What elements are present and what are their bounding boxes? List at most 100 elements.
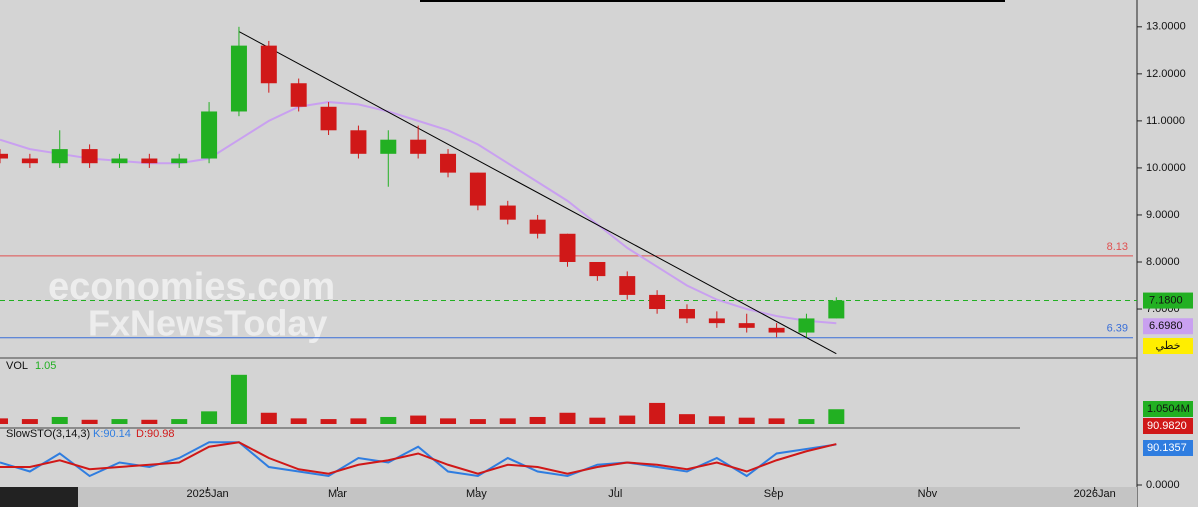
legend-entry: D:90.98 <box>136 428 175 440</box>
candle-body <box>589 261 606 277</box>
trendline <box>238 31 837 355</box>
volume-bar <box>589 417 606 424</box>
last-price-label: 7.1800 <box>1149 294 1183 306</box>
volume-bar <box>141 419 158 424</box>
candle-body <box>738 323 755 328</box>
volume-bar <box>619 415 636 424</box>
volume-bar <box>0 418 8 424</box>
volume-bar <box>678 414 695 424</box>
candle-body <box>141 158 158 164</box>
stochastic-value: 90.1357 <box>1147 442 1187 454</box>
stochastic-value: 90.9820 <box>1147 420 1187 432</box>
candle-body <box>230 45 247 112</box>
candle-body <box>708 318 725 324</box>
x-tick-label: 2026Jan <box>1074 488 1116 500</box>
volume-bar <box>738 417 755 424</box>
volume-bar <box>828 409 845 424</box>
x-tick-label: 2025Jan <box>186 488 228 500</box>
candle-body <box>111 158 128 164</box>
x-tick-label: Nov <box>918 488 938 500</box>
x-tick-label: Jul <box>608 488 622 500</box>
candle-body <box>51 149 68 164</box>
volume-bar <box>559 412 576 424</box>
candle-body <box>499 205 516 220</box>
stochastic-box <box>1143 440 1193 456</box>
last-price-box <box>1143 292 1193 309</box>
volume-bar <box>410 415 427 424</box>
candle-body <box>678 309 695 319</box>
legend-entry: K:90.14 <box>93 428 131 440</box>
candle-body <box>619 276 636 295</box>
x-axis-strip <box>0 487 1137 507</box>
volume-box <box>1143 401 1193 417</box>
top-bar <box>420 0 1005 2</box>
volume-bar <box>260 412 277 424</box>
ma-box <box>1143 318 1193 335</box>
level-label: 8.13 <box>1107 241 1128 253</box>
y-tick-label: 8.0000 <box>1146 256 1180 268</box>
volume-bar <box>51 416 68 424</box>
watermark: FxNewsToday <box>88 303 327 344</box>
volume-bar <box>380 416 397 424</box>
candle-body <box>171 158 188 164</box>
x-tick-label: Sep <box>764 488 784 500</box>
y-tick-label: 9.0000 <box>1146 209 1180 221</box>
candle-body <box>21 158 38 164</box>
scale-mode-box <box>1143 338 1193 354</box>
panel-value: 1.05 <box>35 360 56 372</box>
volume-bar <box>171 419 188 424</box>
volume-bar <box>529 416 546 424</box>
candle-body <box>410 139 427 154</box>
candle-body <box>290 83 307 107</box>
volume-bar <box>350 418 367 424</box>
y-tick-label: 13.0000 <box>1146 21 1186 33</box>
x-tick-label: May <box>466 488 487 500</box>
y-tick-label: 11.0000 <box>1146 115 1185 127</box>
volume-bar <box>768 418 785 424</box>
volume-bar <box>499 418 516 424</box>
ma-label: 6.6980 <box>1149 320 1183 332</box>
volume-bar <box>708 416 725 424</box>
x-tick-label: Mar <box>328 488 347 500</box>
volume-bar <box>111 419 128 424</box>
candle-body <box>440 153 457 173</box>
volume-bar <box>469 419 486 424</box>
volume-bar <box>649 402 666 424</box>
stochastic-line <box>0 441 837 475</box>
candle-body <box>260 45 277 84</box>
candle-body <box>529 219 546 234</box>
candle-body <box>469 172 486 206</box>
y-tick-label: 10.0000 <box>1146 162 1186 174</box>
candle-body <box>828 300 845 319</box>
candle-body <box>320 106 337 131</box>
volume-axis-label: 1.0504M <box>1147 403 1190 415</box>
volume-bar <box>21 419 38 424</box>
panel-title: SlowSTO(3,14,3) <box>6 428 90 440</box>
y-tick-label: 12.0000 <box>1146 68 1186 80</box>
y-tick-label: 0.0000 <box>1146 479 1180 491</box>
volume-bar <box>440 418 457 424</box>
candle-body <box>0 153 8 159</box>
candle-body <box>768 327 785 333</box>
candle-body <box>380 139 397 154</box>
scale-mode: خطي <box>1156 340 1181 352</box>
level-label: 6.39 <box>1107 323 1128 335</box>
candle-body <box>201 111 218 159</box>
candle-body <box>350 130 367 154</box>
volume-bar <box>798 419 815 424</box>
moving-average <box>0 101 837 325</box>
volume-bar <box>320 419 337 424</box>
volume-bar <box>81 419 98 424</box>
x-axis-corner <box>0 487 78 507</box>
candle-body <box>649 294 666 310</box>
candle-body <box>559 233 576 262</box>
candle-body <box>798 318 815 333</box>
candle-body <box>81 149 98 164</box>
volume-bar <box>290 418 307 424</box>
volume-bar <box>230 374 247 424</box>
stochastic-box <box>1143 418 1193 434</box>
panel-title: VOL <box>6 360 28 372</box>
volume-bar <box>201 411 218 424</box>
